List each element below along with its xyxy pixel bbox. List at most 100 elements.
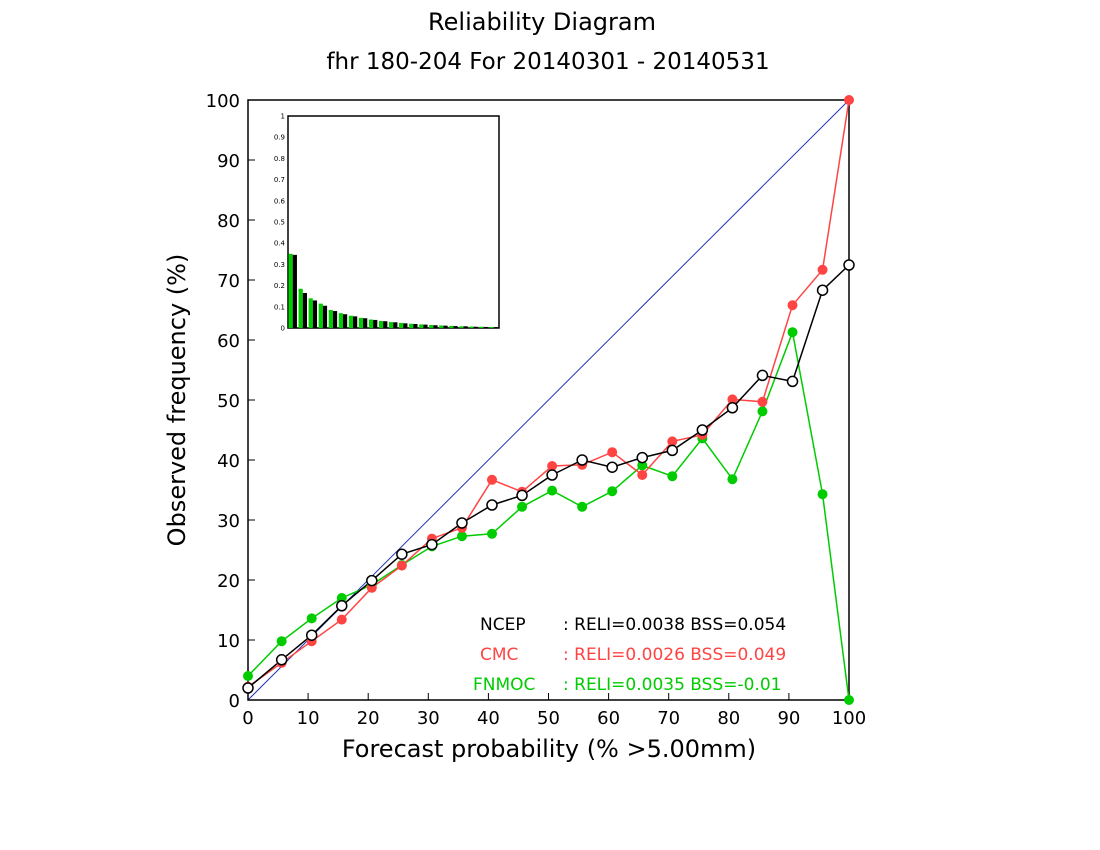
inset-y-tick-label: 0.8 bbox=[274, 155, 285, 163]
legend-name-cmc: CMC bbox=[480, 645, 518, 665]
inset-histogram: 0 0.1 0.2 0.3 0.4 0.5 0.6 0.7 0.8 0.9 1 bbox=[274, 113, 500, 333]
inset-y-tick-label: 0.1 bbox=[274, 303, 285, 311]
x-tick-label: 80 bbox=[717, 708, 740, 729]
data-point-ncep bbox=[546, 469, 558, 481]
data-point-cmc bbox=[487, 474, 498, 485]
data-point-ncep bbox=[843, 259, 855, 271]
inset-bar-fnmoc bbox=[419, 324, 424, 328]
data-point-fnmoc bbox=[456, 531, 467, 542]
inset-bar-fnmoc bbox=[439, 325, 444, 328]
inset-bar-fnmoc bbox=[328, 309, 333, 328]
inset-bar-fnmoc bbox=[409, 323, 414, 328]
x-tick-label: 0 bbox=[242, 708, 253, 729]
inset-y-tick-label: 0.9 bbox=[274, 134, 285, 142]
y-tick-label: 20 bbox=[217, 571, 240, 592]
x-tick-label: 20 bbox=[357, 708, 380, 729]
data-point-fnmoc bbox=[547, 485, 558, 496]
x-tick-label: 90 bbox=[777, 708, 800, 729]
data-point-fnmoc bbox=[276, 636, 287, 647]
x-axis-label: Forecast probability (% >5.00mm) bbox=[342, 735, 756, 763]
inset-bar-fnmoc bbox=[338, 313, 343, 328]
inset-bar-fnmoc bbox=[489, 326, 494, 328]
inset-y-tick-label: 0.7 bbox=[274, 176, 285, 184]
data-point-fnmoc bbox=[727, 474, 738, 485]
data-point-ncep bbox=[275, 654, 288, 666]
inset-bar-ncep bbox=[292, 254, 297, 328]
inset-bar-fnmoc bbox=[429, 325, 434, 328]
data-point-cmc bbox=[667, 436, 678, 447]
inset-bar-ncep bbox=[332, 311, 338, 328]
data-point-ncep bbox=[396, 548, 408, 560]
data-point-ncep bbox=[726, 402, 739, 414]
y-tick-label: 50 bbox=[217, 391, 240, 412]
data-point-ncep bbox=[786, 375, 799, 388]
inset-bar-fnmoc bbox=[348, 315, 354, 328]
data-point-fnmoc bbox=[517, 501, 528, 512]
data-point-fnmoc bbox=[817, 489, 828, 500]
x-tick-label: 10 bbox=[297, 708, 320, 729]
inset-bar-ncep bbox=[443, 325, 448, 328]
x-tick-label: 40 bbox=[477, 708, 500, 729]
chart-title: Reliability Diagram bbox=[428, 8, 656, 36]
y-tick-label: 40 bbox=[217, 451, 240, 472]
legend-name-ncep: NCEP bbox=[480, 615, 526, 635]
data-point-ncep bbox=[816, 284, 829, 296]
inset-bar-fnmoc bbox=[358, 317, 364, 328]
data-point-ncep bbox=[336, 600, 348, 612]
inset-bar-fnmoc bbox=[318, 303, 323, 328]
inset-bar-ncep bbox=[423, 324, 428, 328]
inset-bar-ncep bbox=[373, 319, 378, 328]
data-point-cmc bbox=[607, 447, 618, 458]
data-point-ncep bbox=[242, 682, 254, 694]
data-point-fnmoc bbox=[787, 327, 798, 338]
data-point-ncep bbox=[456, 517, 468, 529]
legend-stats-ncep: : RELI=0.0038 BSS=0.054 bbox=[563, 615, 786, 635]
data-point-ncep bbox=[666, 444, 679, 457]
chart-subtitle: fhr 180-204 For 20140301 - 20140531 bbox=[326, 49, 769, 75]
inset-bar-fnmoc bbox=[449, 325, 454, 328]
x-tick-label: 60 bbox=[597, 708, 620, 729]
inset-bar-ncep bbox=[463, 326, 468, 328]
inset-bar-ncep bbox=[353, 316, 358, 328]
inset-bar-fnmoc bbox=[378, 321, 384, 328]
legend: NCEP : RELI=0.0038 BSS=0.054 CMC : RELI=0.0… bbox=[473, 615, 786, 695]
inset-bar-ncep bbox=[312, 300, 318, 328]
x-tick-label: 30 bbox=[417, 708, 440, 729]
legend-stats-fnmoc: : RELI=0.0035 BSS=-0.01 bbox=[563, 675, 781, 695]
data-point-cmc bbox=[844, 95, 854, 105]
inset-y-tick-label: 0.3 bbox=[274, 261, 285, 269]
data-point-cmc bbox=[787, 300, 798, 311]
inset-bar-fnmoc bbox=[399, 322, 404, 328]
data-point-fnmoc bbox=[844, 695, 854, 705]
y-tick-label: 0 bbox=[229, 691, 240, 712]
data-point-cmc bbox=[757, 396, 768, 407]
inset-bar-ncep bbox=[393, 322, 398, 328]
inset-bar-ncep bbox=[483, 326, 488, 328]
inset-bar-fnmoc bbox=[459, 326, 464, 328]
main-plot-area: 0 10 20 30 40 50 60 70 80 90 100010203040506070809… bbox=[206, 91, 867, 729]
data-point-ncep bbox=[696, 424, 709, 436]
inset-bar-ncep bbox=[433, 325, 438, 328]
inset-bar-ncep bbox=[493, 327, 498, 328]
data-point-fnmoc bbox=[607, 486, 618, 497]
y-axis-label: Observed frequency (%) bbox=[163, 254, 191, 547]
data-point-ncep bbox=[366, 574, 378, 587]
inset-bar-ncep bbox=[363, 318, 368, 328]
inset-y-tick-label: 0.6 bbox=[274, 197, 286, 205]
inset-bar-ncep bbox=[342, 314, 348, 328]
data-point-fnmoc bbox=[667, 471, 678, 482]
inset-bar-fnmoc bbox=[368, 319, 374, 328]
inset-bar-fnmoc bbox=[388, 322, 394, 328]
data-point-ncep bbox=[636, 451, 649, 464]
data-point-cmc bbox=[396, 560, 407, 571]
inset-bar-fnmoc bbox=[298, 288, 303, 328]
inset-y-tick-label: 1 bbox=[281, 113, 285, 121]
data-point-ncep bbox=[305, 629, 318, 641]
inset-y-tick-label: 0 bbox=[281, 325, 285, 333]
inset-y-tick-label: 0.5 bbox=[274, 219, 285, 227]
inset-bar-ncep bbox=[383, 321, 388, 328]
inset-bar-fnmoc bbox=[288, 253, 293, 328]
legend-name-fnmoc: FNMOC bbox=[473, 675, 535, 695]
y-tick-label: 30 bbox=[217, 511, 240, 532]
